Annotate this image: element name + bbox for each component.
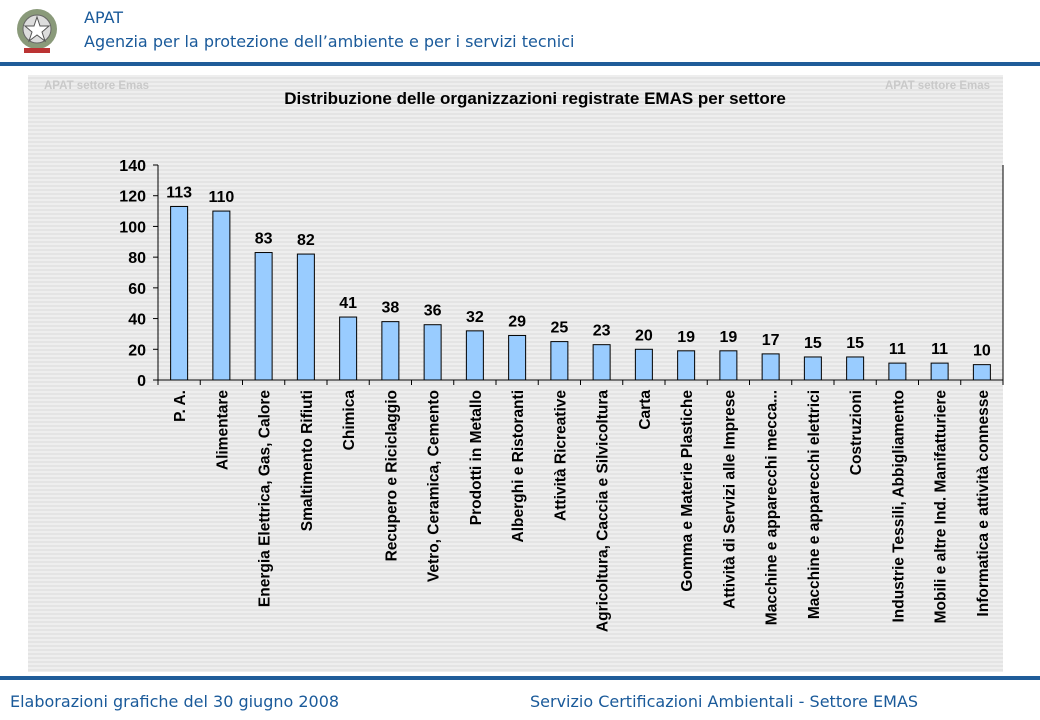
data-label: 17 (762, 332, 780, 349)
bar (719, 350, 738, 381)
bar (930, 362, 949, 381)
bar (803, 356, 822, 381)
data-label: 19 (719, 329, 737, 346)
data-label: 10 (973, 343, 991, 360)
data-label: 11 (889, 341, 906, 358)
category-label: Gomma e Materie Plastiche (679, 390, 696, 592)
data-label: 36 (424, 303, 442, 320)
footer-date: Elaborazioni grafiche del 30 giugno 2008 (10, 692, 340, 711)
category-label: Carta (637, 390, 654, 430)
category-label: Chimica (341, 390, 358, 451)
data-label: 110 (208, 189, 234, 206)
org-short-name: APAT (84, 8, 124, 27)
data-label: 38 (381, 300, 399, 317)
bar (170, 205, 189, 381)
footer-service: Servizio Certificazioni Ambientali - Set… (530, 692, 919, 711)
bar (508, 334, 527, 381)
category-label: Mobili e altre Ind. Manifatturiere (933, 390, 950, 624)
bar (254, 252, 273, 381)
bar (550, 341, 569, 381)
bar (761, 353, 780, 381)
y-tick-label: 20 (128, 342, 146, 359)
data-label: 29 (508, 313, 526, 330)
watermark-text: APAT settore Emas (885, 80, 991, 92)
data-label: 23 (593, 323, 611, 340)
bar (423, 324, 442, 381)
category-label: Attività di Servizi alle Imprese (721, 390, 738, 609)
data-label: 83 (255, 231, 273, 248)
category-label: Alberghi e Ristoranti (510, 390, 527, 542)
category-label: Agricoltura, Caccia e Silvicoltura (595, 390, 612, 632)
data-label: 82 (297, 232, 315, 249)
data-label: 32 (466, 309, 484, 326)
bar (381, 321, 400, 381)
org-full-name: Agenzia per la protezione dell’ambiente … (84, 32, 575, 51)
category-label: Macchine e apparecchi mecca... (764, 390, 781, 625)
data-label: 19 (677, 329, 695, 346)
y-tick-label: 140 (119, 158, 146, 175)
chart-title: Distribuzione delle organizzazioni regis… (284, 89, 786, 108)
data-label: 15 (804, 335, 822, 352)
data-label: 25 (550, 320, 568, 337)
footer-rule (0, 676, 1040, 680)
category-label: Smaltimento Rifiuti (299, 390, 316, 531)
bar (339, 316, 358, 381)
watermark-text: APAT settore Emas (44, 80, 150, 92)
data-label: 113 (166, 184, 192, 201)
category-label: Prodotti in Metallo (468, 390, 485, 525)
data-label: 20 (635, 327, 653, 344)
category-label: P. A. (172, 390, 189, 422)
category-label: Alimentare (214, 390, 231, 470)
data-label: 41 (339, 295, 357, 312)
bar (888, 362, 907, 381)
italian-republic-emblem-icon (17, 9, 57, 53)
bar (212, 210, 231, 381)
category-label: Vetro, Ceramica, Cemento (426, 390, 443, 582)
y-tick-label: 0 (137, 373, 146, 390)
category-label: Costruzioni (848, 390, 865, 475)
category-label: Macchine e apparecchi elettrici (806, 390, 823, 619)
data-label: 11 (931, 341, 948, 358)
bar (465, 330, 484, 381)
bar (972, 364, 991, 381)
bar (634, 348, 653, 381)
bar (296, 253, 315, 381)
category-label: Recupero e Riciclaggio (383, 390, 400, 561)
y-tick-label: 80 (128, 250, 146, 267)
category-label: Attività Ricreative (552, 390, 569, 521)
y-tick-label: 40 (128, 312, 146, 329)
y-tick-label: 120 (119, 189, 146, 206)
bar (592, 344, 611, 381)
bar (677, 350, 696, 381)
category-label: Informatica e attività connesse (975, 390, 992, 617)
y-tick-label: 60 (128, 281, 146, 298)
bar (846, 356, 865, 381)
category-label: Energia Elettrica, Gas, Calore (257, 390, 274, 607)
y-tick-label: 100 (119, 219, 146, 236)
category-label: Industrie Tessili, Abbigliamento (890, 390, 907, 623)
data-label: 15 (846, 335, 864, 352)
header-rule (0, 62, 1040, 66)
